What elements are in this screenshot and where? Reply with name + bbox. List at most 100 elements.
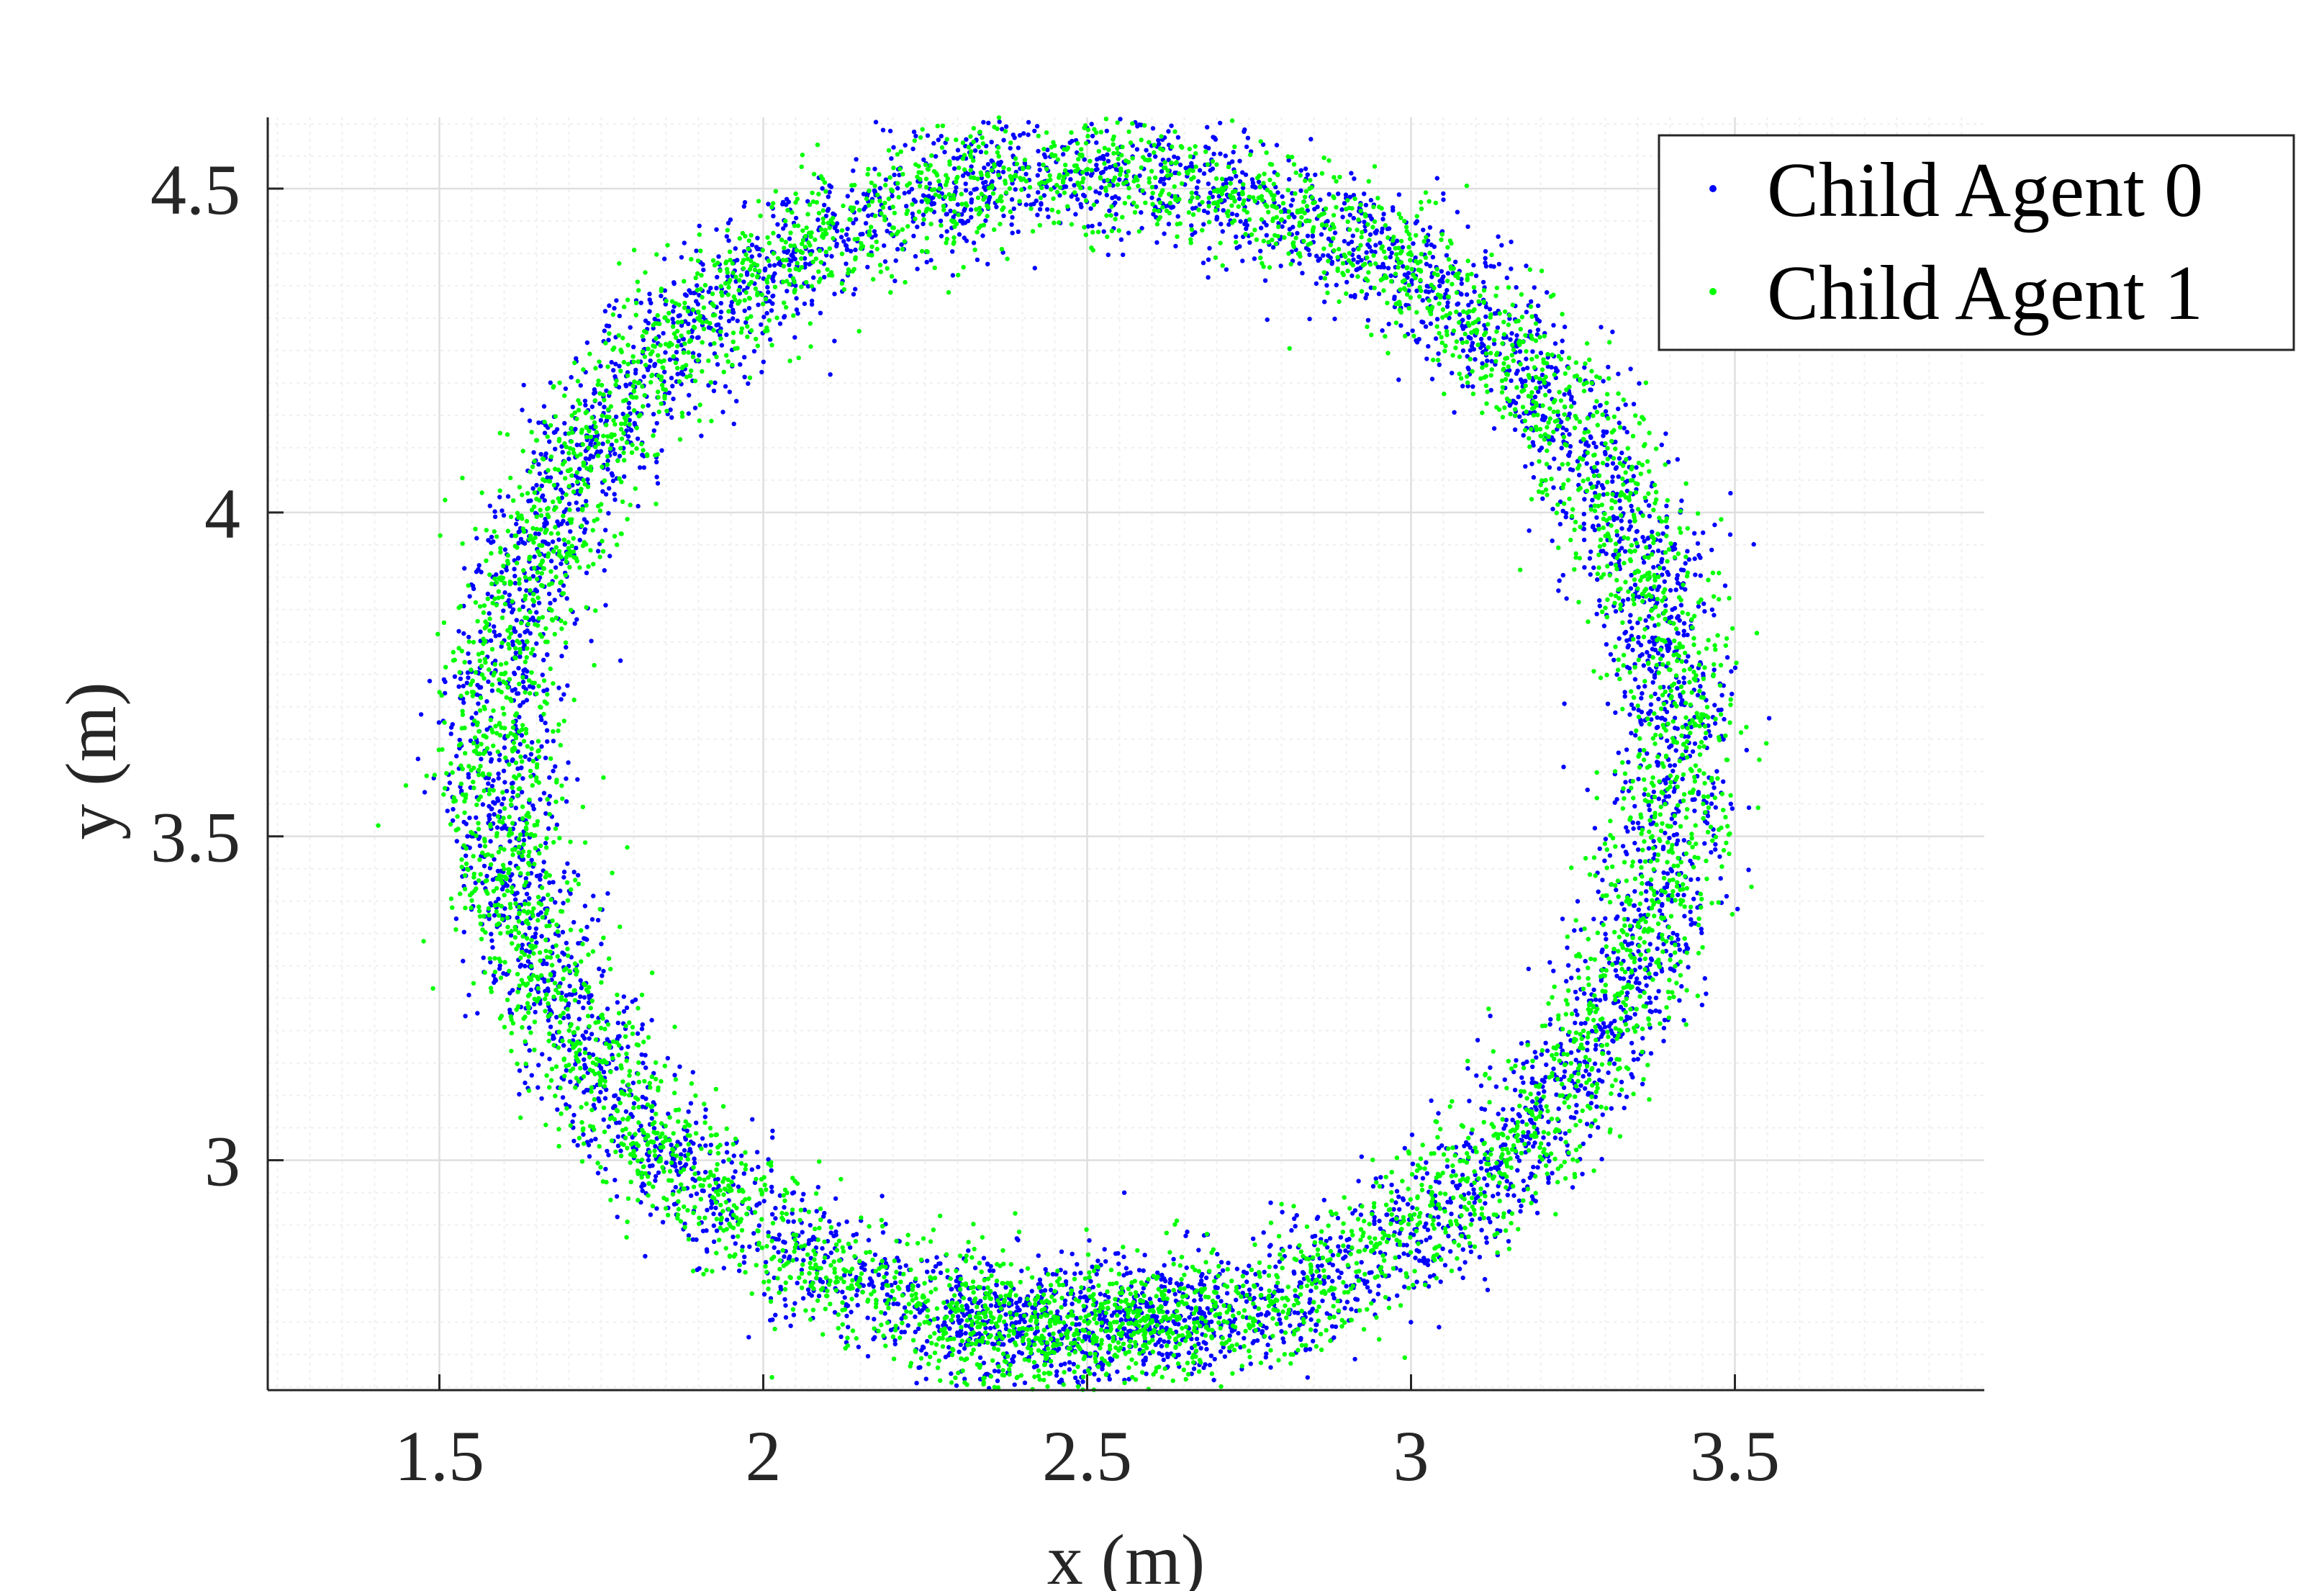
data-point (767, 263, 772, 268)
data-point (1722, 583, 1728, 588)
data-point (702, 1114, 707, 1119)
data-point (1459, 281, 1465, 287)
data-point (1308, 1288, 1314, 1294)
data-point (1636, 635, 1641, 640)
data-point (1103, 1259, 1108, 1264)
data-point (1344, 1284, 1349, 1289)
data-point (1555, 413, 1560, 418)
data-point (1616, 474, 1621, 479)
data-point (794, 296, 799, 301)
data-point (497, 757, 502, 762)
data-point (653, 1144, 658, 1149)
data-point (604, 323, 610, 328)
data-point (1162, 231, 1167, 236)
data-point (567, 983, 572, 988)
data-point (1330, 1253, 1336, 1258)
data-point (764, 310, 769, 316)
data-point (1258, 1286, 1264, 1292)
data-point (772, 1245, 777, 1250)
data-point (653, 1173, 659, 1179)
data-point (1313, 172, 1318, 177)
data-point (1321, 253, 1326, 258)
data-point (1376, 292, 1382, 297)
data-point (1075, 1262, 1080, 1267)
data-point (1629, 503, 1634, 509)
data-point (538, 873, 543, 878)
data-point (1627, 619, 1632, 624)
data-point (1509, 330, 1514, 336)
data-point (1262, 1269, 1267, 1275)
data-point (560, 450, 565, 455)
data-point (1048, 1287, 1054, 1293)
data-point (606, 1124, 611, 1130)
data-point (782, 1240, 787, 1245)
data-point (1582, 497, 1587, 502)
data-point (667, 357, 673, 362)
data-point (520, 942, 525, 947)
data-point (1089, 122, 1094, 127)
data-point (1424, 1160, 1429, 1166)
data-point (972, 1266, 978, 1271)
data-point (480, 802, 486, 807)
data-point (1184, 1265, 1189, 1271)
data-point (1121, 252, 1126, 258)
data-point (788, 1323, 793, 1328)
data-point (1623, 780, 1628, 785)
data-point (1562, 392, 1567, 397)
data-point (1546, 1176, 1551, 1181)
data-point (1521, 1178, 1526, 1184)
data-point (741, 1260, 747, 1265)
data-point (1245, 135, 1251, 140)
data-point (841, 239, 846, 244)
data-point (1624, 1094, 1629, 1099)
data-point (530, 574, 536, 579)
data-point (609, 471, 615, 476)
data-point (795, 311, 800, 316)
data-point (1546, 1180, 1551, 1185)
data-point (726, 238, 731, 243)
data-point (1517, 1114, 1522, 1119)
data-point (520, 776, 525, 781)
data-point (828, 372, 833, 377)
data-point (484, 699, 489, 704)
data-point (1635, 621, 1640, 626)
data-point (1404, 1243, 1409, 1248)
data-point (1486, 1216, 1491, 1221)
data-point (1569, 975, 1574, 981)
data-point (1624, 430, 1629, 435)
data-point (603, 1166, 608, 1172)
data-point (913, 253, 918, 259)
data-point (1261, 1230, 1266, 1235)
data-point (989, 140, 994, 145)
data-point (539, 717, 544, 723)
data-point (1402, 1284, 1407, 1289)
data-point (1465, 1065, 1470, 1071)
data-point (773, 1206, 778, 1211)
data-point (1605, 701, 1611, 706)
data-point (596, 1096, 601, 1101)
data-point (603, 492, 609, 497)
data-point (1636, 949, 1641, 954)
data-point (1159, 1343, 1165, 1349)
data-point (1292, 1310, 1298, 1315)
data-point (1204, 1346, 1209, 1352)
data-point (1604, 462, 1610, 467)
data-point (489, 540, 494, 545)
data-point (485, 591, 490, 597)
data-point (1378, 1226, 1383, 1231)
data-point (1651, 789, 1656, 795)
data-point (1560, 349, 1565, 355)
data-point (584, 340, 590, 346)
data-point (851, 168, 856, 173)
data-point (545, 739, 550, 744)
data-point (598, 418, 603, 423)
data-point (1163, 1302, 1168, 1307)
data-point (559, 654, 564, 659)
data-point (826, 194, 831, 199)
data-point (715, 274, 720, 280)
data-point (1647, 807, 1652, 813)
data-point (1062, 184, 1068, 189)
data-point (1537, 385, 1543, 390)
data-point (1172, 170, 1177, 176)
data-point (1265, 317, 1270, 323)
